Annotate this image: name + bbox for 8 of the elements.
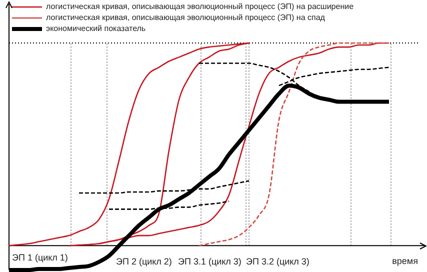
legend-label: экономический показатель bbox=[46, 24, 146, 34]
annotation: ЭП 3.1 (цикл 3) bbox=[178, 256, 242, 266]
x-axis-title: время bbox=[392, 256, 418, 266]
legend-label: логистическая кривая, описывающая эволюционный процесс (ЭП) на спад bbox=[46, 13, 326, 22]
annotation: ЭП 2 (цикл 2) bbox=[116, 256, 172, 266]
annotation: ЭП 3.2 (цикл 3) bbox=[246, 256, 310, 266]
legend-label: логистическая кривая, описывающая эволюционный процесс (ЭП) на расширение bbox=[46, 2, 354, 12]
annotation: ЭП 1 (цикл 1) bbox=[12, 252, 68, 262]
